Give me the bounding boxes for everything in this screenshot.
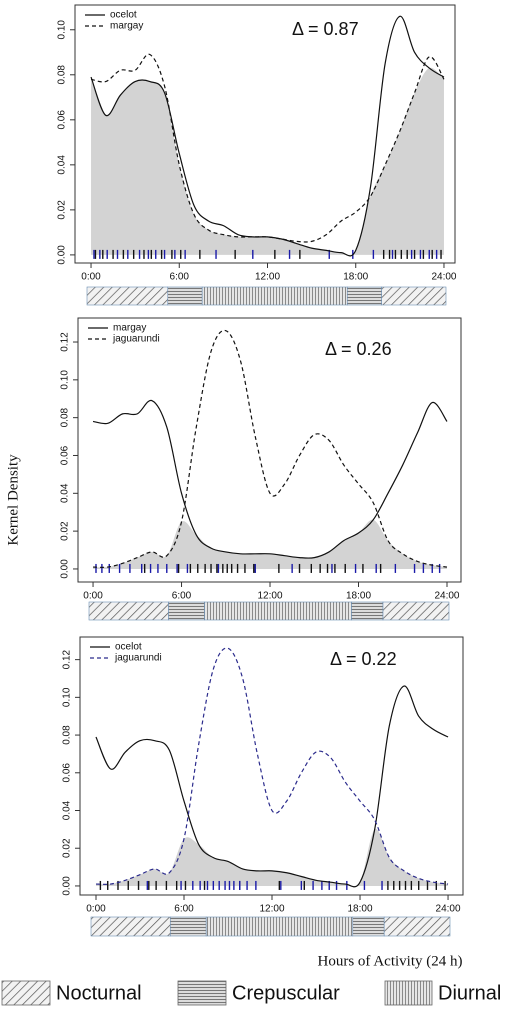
period-legend-swatch bbox=[177, 980, 227, 1006]
period-segment bbox=[204, 601, 352, 621]
period-segment bbox=[351, 601, 384, 621]
x-tick-label: 18:00 bbox=[346, 591, 371, 602]
density-line bbox=[90, 53, 445, 243]
period-segment bbox=[352, 916, 385, 937]
period-segment bbox=[382, 601, 450, 621]
density-line bbox=[93, 329, 448, 568]
legend-label: ocelot bbox=[115, 642, 142, 653]
legend-label: jaguarundi bbox=[114, 653, 162, 664]
period-segment bbox=[381, 286, 447, 306]
y-tick-label: 0.08 bbox=[57, 65, 68, 85]
period-segment bbox=[346, 286, 382, 306]
legend-label: margay bbox=[110, 21, 143, 32]
y-tick-label: 0.04 bbox=[60, 483, 71, 503]
annotation: Δ = 0.22 bbox=[330, 649, 397, 669]
x-tick-label: 24:00 bbox=[431, 272, 456, 283]
period-segment bbox=[169, 916, 207, 937]
plot-frame bbox=[77, 317, 462, 583]
y-tick-label: 0.00 bbox=[60, 559, 71, 579]
period-segment bbox=[90, 916, 171, 937]
period-legend-swatch bbox=[384, 980, 433, 1006]
overlap-area bbox=[95, 828, 449, 887]
density-line bbox=[95, 647, 449, 885]
period-segment bbox=[88, 601, 169, 621]
x-tick-label: 12:00 bbox=[259, 904, 284, 915]
y-tick-label: 0.08 bbox=[60, 407, 71, 427]
y-tick-label: 0.08 bbox=[62, 725, 73, 745]
overlap-area bbox=[93, 519, 447, 569]
y-axis-label: Kernel Density bbox=[5, 454, 21, 546]
panel: 0.00 0.02 0.04 0.06 0.08 0.10 0:00 6:00 12:00 18:… bbox=[57, 4, 457, 306]
plot-frame bbox=[74, 4, 456, 264]
legend-label: jaguarundi bbox=[112, 334, 160, 345]
y-tick-label: 0.00 bbox=[62, 876, 73, 896]
y-tick-label: 0.06 bbox=[57, 110, 68, 130]
y-tick-label: 0.02 bbox=[62, 838, 73, 858]
x-tick-label: 6:00 bbox=[172, 591, 192, 602]
period-segment bbox=[168, 601, 205, 621]
period-segment bbox=[383, 916, 451, 937]
x-tick-label: 0:00 bbox=[81, 272, 101, 283]
y-tick-label: 0.10 bbox=[57, 20, 68, 40]
period-legend-swatch bbox=[1, 980, 51, 1006]
x-tick-label: 0:00 bbox=[86, 904, 106, 915]
density-line bbox=[92, 399, 448, 559]
period-legend-label: Diurnal bbox=[438, 982, 501, 1004]
panel: 0.00 0.02 0.04 0.06 0.08 0.10 0.12 0:00 6:00 12:0… bbox=[60, 317, 462, 621]
x-tick-label: 6:00 bbox=[174, 904, 194, 915]
period-legend-label: Crepuscular bbox=[232, 982, 340, 1004]
period-segment bbox=[86, 286, 169, 306]
y-tick-label: 0.02 bbox=[57, 200, 68, 220]
y-tick-label: 0.00 bbox=[57, 245, 68, 265]
y-tick-label: 0.10 bbox=[62, 687, 73, 707]
x-tick-label: 24:00 bbox=[434, 591, 459, 602]
x-tick-label: 24:00 bbox=[436, 904, 461, 915]
period-segment bbox=[201, 286, 348, 306]
y-tick-label: 0.04 bbox=[57, 155, 68, 175]
x-tick-label: 12:00 bbox=[258, 591, 283, 602]
x-tick-label: 0:00 bbox=[83, 591, 103, 602]
legend-label: ocelot bbox=[110, 10, 137, 21]
y-tick-label: 0.06 bbox=[60, 445, 71, 465]
panel: 0.00 0.02 0.04 0.06 0.08 0.10 0.12 0:00 6:00 12:0… bbox=[62, 636, 464, 937]
period-legend-label: Nocturnal bbox=[56, 982, 142, 1004]
plot-frame bbox=[79, 636, 464, 896]
y-tick-label: 0.12 bbox=[60, 332, 71, 352]
density-line bbox=[95, 685, 449, 888]
period-segment bbox=[205, 916, 354, 937]
y-tick-label: 0.04 bbox=[62, 800, 73, 820]
period-segment bbox=[167, 286, 203, 306]
x-tick-label: 18:00 bbox=[343, 272, 368, 283]
annotation: Δ = 0.26 bbox=[325, 339, 392, 359]
x-axis-label: Hours of Activity (24 h) bbox=[318, 953, 463, 969]
y-tick-label: 0.10 bbox=[60, 370, 71, 390]
legend-label: margay bbox=[113, 323, 146, 334]
y-tick-label: 0.02 bbox=[60, 521, 71, 541]
y-tick-label: 0.12 bbox=[62, 649, 73, 669]
y-tick-label: 0.06 bbox=[62, 763, 73, 783]
annotation: Δ = 0.87 bbox=[292, 19, 359, 39]
x-tick-label: 6:00 bbox=[170, 272, 190, 283]
x-tick-label: 18:00 bbox=[348, 904, 373, 915]
x-tick-label: 12:00 bbox=[255, 272, 280, 283]
overlap-area bbox=[91, 67, 444, 256]
